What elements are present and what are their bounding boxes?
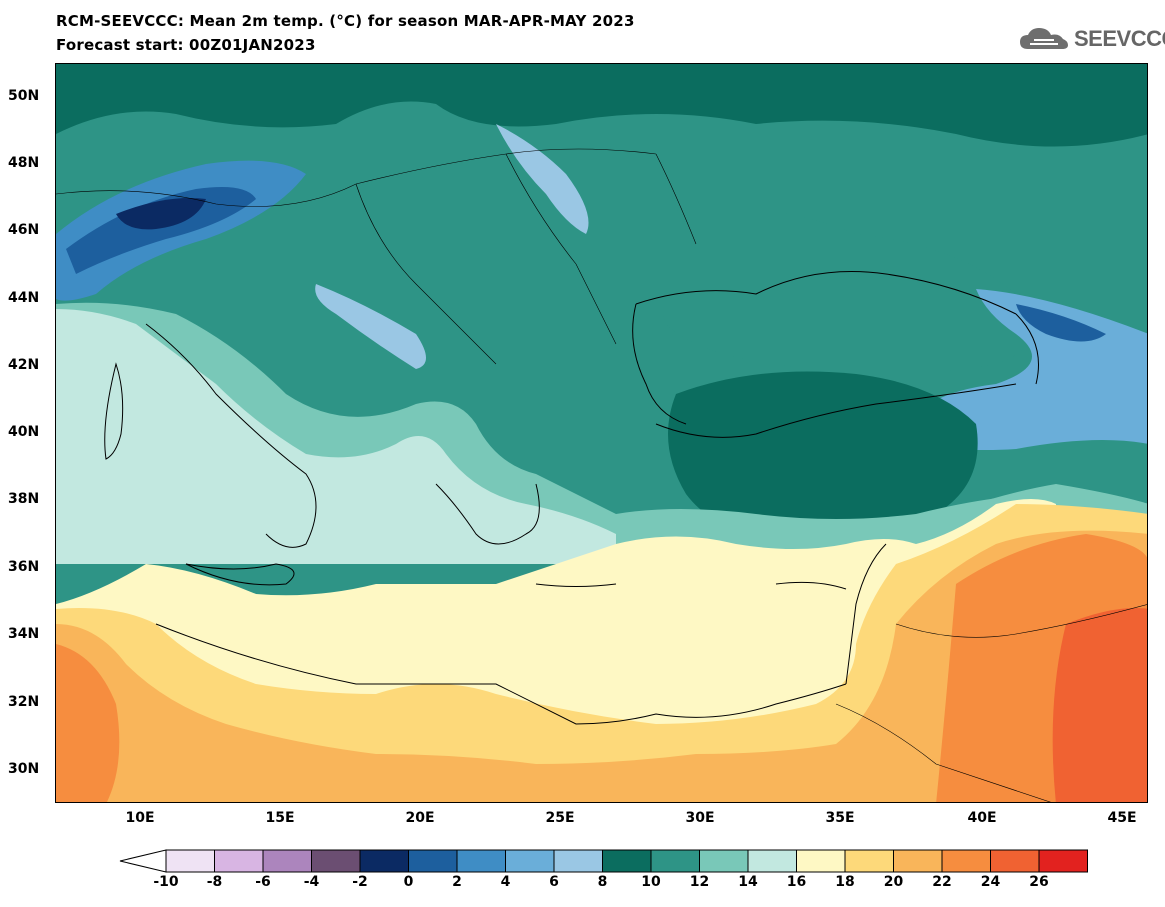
legend-tick-label: -6: [255, 874, 271, 890]
legend-tick-label: -2: [352, 874, 368, 890]
carpathian-cold-streak: [496, 124, 589, 234]
legend-swatch: [262, 849, 312, 873]
dinaric-cold-streak: [315, 284, 426, 369]
anatolia-region: [668, 371, 978, 534]
lat-label-40n: 40N: [8, 424, 40, 440]
lat-label-44n: 44N: [8, 290, 40, 306]
legend-tick-label: 26: [1029, 874, 1049, 890]
lat-label-30n: 30N: [8, 761, 40, 777]
legend-swatch: [893, 849, 943, 873]
legend-tick-label: -8: [206, 874, 223, 890]
legend-swatch: [941, 849, 991, 873]
legend-swatch: [553, 849, 603, 873]
seevccc-logo: SEEVCCC: [1018, 22, 1165, 56]
legend-swatch: [456, 849, 506, 873]
lat-label-42n: 42N: [8, 357, 40, 373]
northern-cold-band: [56, 64, 1147, 147]
legend-tick-label: 12: [689, 874, 710, 890]
lon-label-10e: 10E: [125, 810, 155, 826]
legend-tick-label: 14: [738, 874, 758, 890]
legend-swatch: [311, 849, 361, 873]
lat-label-38n: 38N: [8, 491, 40, 507]
lat-label-32n: 32N: [8, 694, 40, 710]
legend-tick-label: 2: [452, 874, 462, 890]
legend-swatch: [844, 849, 894, 873]
desert-warm-zone: [56, 530, 1147, 802]
country-borders: [56, 148, 1147, 802]
lat-label-48n: 48N: [8, 155, 40, 171]
legend-swatch: [747, 849, 797, 873]
forecast-start-label: Forecast start: 00Z01JAN2023: [56, 36, 316, 54]
legend-swatch: [359, 849, 409, 873]
lat-label-50n: 50N: [8, 88, 40, 104]
lat-label-46n: 46N: [8, 222, 40, 238]
legend-under-triangle: [119, 849, 167, 873]
lon-label-40e: 40E: [967, 810, 997, 826]
temperature-map[interactable]: [55, 63, 1148, 803]
legend-tick-label: 22: [932, 874, 952, 890]
legend-tick-label: 0: [403, 874, 414, 890]
lon-label-15e: 15E: [265, 810, 295, 826]
legend-swatch: [699, 849, 749, 873]
lat-label-36n: 36N: [8, 559, 40, 575]
legend-tick-label: 10: [641, 874, 661, 890]
west-africa-hot: [56, 644, 120, 802]
alps-very-cold-core: [66, 186, 256, 274]
legend-tick-label: 16: [786, 874, 807, 890]
lon-label-45e: 45E: [1107, 810, 1137, 826]
mediterranean-pale-zone: [56, 309, 716, 564]
legend-swatch: [1038, 849, 1088, 873]
coastlines: [104, 271, 1039, 725]
lon-label-30e: 30E: [685, 810, 715, 826]
map-canvas: [56, 64, 1147, 802]
legend-tick-label: -10: [153, 874, 179, 890]
legend-swatch: [602, 849, 652, 873]
legend-swatch: [505, 849, 555, 873]
lat-label-34n: 34N: [8, 626, 40, 642]
black-sea-region: [652, 207, 1032, 374]
hottest-zone: [1052, 608, 1147, 802]
legend-tick-label: -4: [303, 874, 320, 890]
legend-tick-label: 18: [835, 874, 855, 890]
legend-swatch: [990, 849, 1040, 873]
legend-tick-label: 24: [980, 874, 1001, 890]
cloud-icon: [1020, 28, 1068, 49]
color-legend: [119, 849, 1088, 873]
legend-over-triangle: [1087, 849, 1088, 873]
legend-swatch: [408, 849, 458, 873]
legend-tick-label: 8: [597, 874, 608, 890]
caucasus-very-cold: [1016, 304, 1106, 342]
legend-swatch: [796, 849, 846, 873]
legend-tick-label: 4: [500, 874, 511, 890]
logo-text: SEEVCCC: [1074, 26, 1165, 51]
lon-label-35e: 35E: [825, 810, 855, 826]
legend-swatch: [165, 849, 215, 873]
lon-label-25e: 25E: [545, 810, 575, 826]
alps-coldest-core: [116, 198, 206, 230]
chart-title: RCM-SEEVCCC: Mean 2m temp. (°C) for seas…: [56, 12, 635, 30]
lon-label-20e: 20E: [405, 810, 435, 826]
legend-swatch: [650, 849, 700, 873]
legend-swatch: [214, 849, 264, 873]
legend-tick-label: 6: [549, 874, 559, 890]
legend-tick-label: 20: [883, 874, 904, 890]
